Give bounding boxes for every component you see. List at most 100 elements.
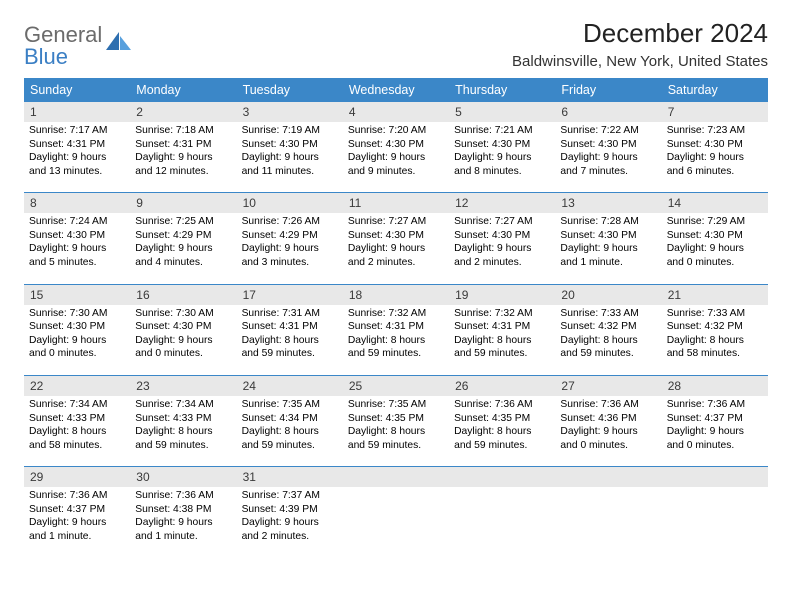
logo-text-blue: Blue [24, 44, 68, 69]
day-number: 6 [555, 102, 661, 122]
calendar-day: 3Sunrise: 7:19 AMSunset: 4:30 PMDaylight… [237, 102, 343, 182]
day-line-sr: Sunrise: 7:21 AM [454, 124, 550, 138]
day-line-ss: Sunset: 4:36 PM [560, 412, 656, 426]
day-number: 30 [130, 467, 236, 487]
day-details: Sunrise: 7:34 AMSunset: 4:33 PMDaylight:… [130, 396, 236, 456]
day-number: 27 [555, 376, 661, 396]
calendar-day: 5Sunrise: 7:21 AMSunset: 4:30 PMDaylight… [449, 102, 555, 182]
day-line-sr: Sunrise: 7:33 AM [560, 307, 656, 321]
day-line-d1: Daylight: 9 hours [242, 516, 338, 530]
day-details: Sunrise: 7:37 AMSunset: 4:39 PMDaylight:… [237, 487, 343, 547]
day-details: Sunrise: 7:21 AMSunset: 4:30 PMDaylight:… [449, 122, 555, 182]
day-line-sr: Sunrise: 7:35 AM [348, 398, 444, 412]
day-number: 15 [24, 285, 130, 305]
day-line-d2: and 0 minutes. [667, 256, 763, 270]
day-number: 28 [662, 376, 768, 396]
day-line-sr: Sunrise: 7:22 AM [560, 124, 656, 138]
day-line-d1: Daylight: 9 hours [667, 242, 763, 256]
day-line-d1: Daylight: 8 hours [242, 334, 338, 348]
month-title: December 2024 [512, 18, 768, 49]
day-number: 24 [237, 376, 343, 396]
day-line-d1: Daylight: 9 hours [135, 151, 231, 165]
day-line-ss: Sunset: 4:30 PM [560, 229, 656, 243]
calendar-day: 29Sunrise: 7:36 AMSunset: 4:37 PMDayligh… [24, 467, 130, 547]
day-line-ss: Sunset: 4:32 PM [667, 320, 763, 334]
weekday-header: Thursday [449, 78, 555, 102]
calendar-day: 17Sunrise: 7:31 AMSunset: 4:31 PMDayligh… [237, 285, 343, 365]
calendar-day: 22Sunrise: 7:34 AMSunset: 4:33 PMDayligh… [24, 376, 130, 456]
day-number [662, 467, 768, 487]
day-line-d2: and 4 minutes. [135, 256, 231, 270]
calendar-day: 20Sunrise: 7:33 AMSunset: 4:32 PMDayligh… [555, 285, 661, 365]
day-line-d2: and 3 minutes. [242, 256, 338, 270]
header-row: General Blue December 2024 Baldwinsville… [24, 18, 768, 70]
day-details: Sunrise: 7:25 AMSunset: 4:29 PMDaylight:… [130, 213, 236, 273]
day-number: 17 [237, 285, 343, 305]
day-line-d1: Daylight: 9 hours [29, 516, 125, 530]
calendar-day [343, 467, 449, 547]
calendar-day: 2Sunrise: 7:18 AMSunset: 4:31 PMDaylight… [130, 102, 236, 182]
day-line-d2: and 1 minute. [135, 530, 231, 544]
day-line-d1: Daylight: 9 hours [560, 151, 656, 165]
day-line-ss: Sunset: 4:30 PM [348, 138, 444, 152]
day-line-ss: Sunset: 4:30 PM [29, 229, 125, 243]
day-number: 16 [130, 285, 236, 305]
day-line-d1: Daylight: 8 hours [454, 334, 550, 348]
calendar-day: 24Sunrise: 7:35 AMSunset: 4:34 PMDayligh… [237, 376, 343, 456]
day-number: 5 [449, 102, 555, 122]
day-line-sr: Sunrise: 7:36 AM [135, 489, 231, 503]
day-details: Sunrise: 7:22 AMSunset: 4:30 PMDaylight:… [555, 122, 661, 182]
day-line-sr: Sunrise: 7:36 AM [560, 398, 656, 412]
day-line-sr: Sunrise: 7:29 AM [667, 215, 763, 229]
weekday-header: Wednesday [343, 78, 449, 102]
calendar-day: 21Sunrise: 7:33 AMSunset: 4:32 PMDayligh… [662, 285, 768, 365]
week-row: 1Sunrise: 7:17 AMSunset: 4:31 PMDaylight… [24, 102, 768, 182]
day-number: 11 [343, 193, 449, 213]
calendar-day: 28Sunrise: 7:36 AMSunset: 4:37 PMDayligh… [662, 376, 768, 456]
day-details: Sunrise: 7:35 AMSunset: 4:35 PMDaylight:… [343, 396, 449, 456]
day-details: Sunrise: 7:19 AMSunset: 4:30 PMDaylight:… [237, 122, 343, 182]
calendar-day: 19Sunrise: 7:32 AMSunset: 4:31 PMDayligh… [449, 285, 555, 365]
day-number: 13 [555, 193, 661, 213]
day-line-d1: Daylight: 9 hours [348, 151, 444, 165]
day-line-ss: Sunset: 4:31 PM [242, 320, 338, 334]
day-line-sr: Sunrise: 7:30 AM [135, 307, 231, 321]
day-line-sr: Sunrise: 7:36 AM [29, 489, 125, 503]
day-number: 7 [662, 102, 768, 122]
day-line-ss: Sunset: 4:29 PM [242, 229, 338, 243]
day-line-ss: Sunset: 4:34 PM [242, 412, 338, 426]
logo: General Blue [24, 18, 132, 68]
day-line-d1: Daylight: 8 hours [29, 425, 125, 439]
day-line-d2: and 7 minutes. [560, 165, 656, 179]
day-line-sr: Sunrise: 7:18 AM [135, 124, 231, 138]
day-line-d2: and 58 minutes. [29, 439, 125, 453]
day-details: Sunrise: 7:36 AMSunset: 4:37 PMDaylight:… [24, 487, 130, 547]
day-line-ss: Sunset: 4:37 PM [667, 412, 763, 426]
day-line-d2: and 2 minutes. [242, 530, 338, 544]
calendar-day: 11Sunrise: 7:27 AMSunset: 4:30 PMDayligh… [343, 193, 449, 273]
day-details: Sunrise: 7:36 AMSunset: 4:36 PMDaylight:… [555, 396, 661, 456]
day-line-d2: and 6 minutes. [667, 165, 763, 179]
day-number: 2 [130, 102, 236, 122]
day-line-sr: Sunrise: 7:36 AM [667, 398, 763, 412]
day-details: Sunrise: 7:24 AMSunset: 4:30 PMDaylight:… [24, 213, 130, 273]
day-number [343, 467, 449, 487]
day-number: 23 [130, 376, 236, 396]
day-details: Sunrise: 7:27 AMSunset: 4:30 PMDaylight:… [343, 213, 449, 273]
calendar-day: 4Sunrise: 7:20 AMSunset: 4:30 PMDaylight… [343, 102, 449, 182]
day-line-ss: Sunset: 4:30 PM [667, 229, 763, 243]
day-number [449, 467, 555, 487]
day-number [555, 467, 661, 487]
day-line-ss: Sunset: 4:30 PM [348, 229, 444, 243]
weekday-header: Friday [555, 78, 661, 102]
day-line-d2: and 59 minutes. [560, 347, 656, 361]
location-text: Baldwinsville, New York, United States [512, 53, 768, 70]
day-line-d1: Daylight: 9 hours [29, 151, 125, 165]
day-line-d1: Daylight: 8 hours [560, 334, 656, 348]
week-row: 15Sunrise: 7:30 AMSunset: 4:30 PMDayligh… [24, 284, 768, 365]
day-line-d1: Daylight: 9 hours [135, 516, 231, 530]
calendar-day [555, 467, 661, 547]
weekday-header: Tuesday [237, 78, 343, 102]
day-line-ss: Sunset: 4:30 PM [560, 138, 656, 152]
day-line-sr: Sunrise: 7:23 AM [667, 124, 763, 138]
